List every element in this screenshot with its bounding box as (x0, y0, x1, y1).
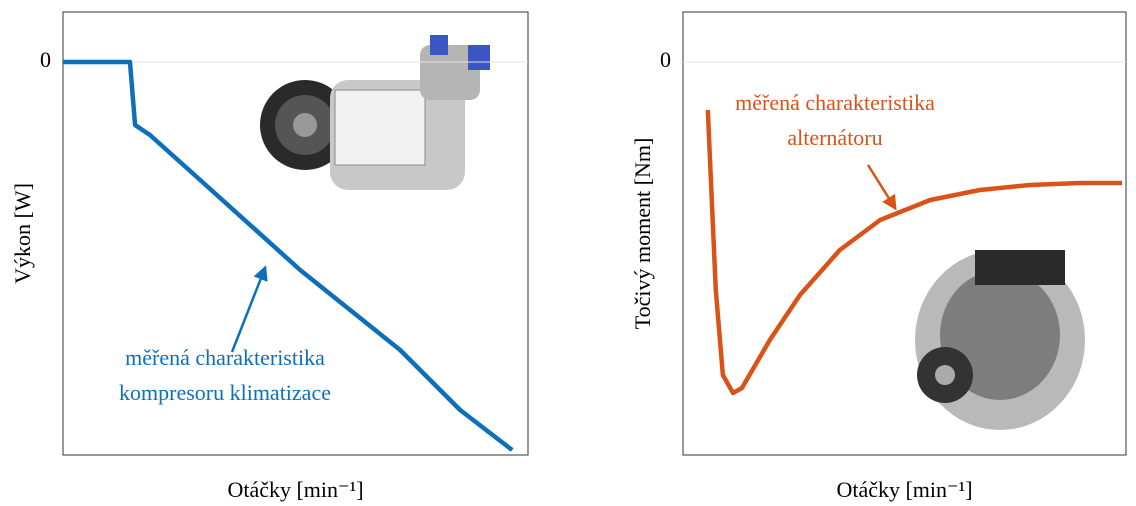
annotation-arrow (866, 164, 897, 211)
alternator-image (915, 250, 1085, 430)
x-axis-label: Otáčky [min⁻¹] (836, 477, 972, 502)
annotation-arrow (230, 265, 268, 353)
data-line (63, 59, 514, 452)
y-axis-label: Točivý moment [Nm] (630, 138, 655, 330)
annotation: kompresoru klimatizace (119, 380, 331, 405)
annotation: měřená charakteristika (125, 345, 325, 370)
y-tick-label: 0 (40, 47, 51, 72)
plot-area (62, 11, 529, 456)
x-axis-label: Otáčky [min⁻¹] (227, 477, 363, 502)
y-axis-label: Výkon [W] (10, 183, 35, 284)
data-line (705, 109, 1123, 396)
compressor-image (260, 35, 490, 190)
annotation: měřená charakteristika (735, 90, 935, 115)
y-tick-label: 0 (660, 47, 671, 72)
plot-area (682, 11, 1127, 456)
annotation: alternátoru (787, 125, 882, 150)
